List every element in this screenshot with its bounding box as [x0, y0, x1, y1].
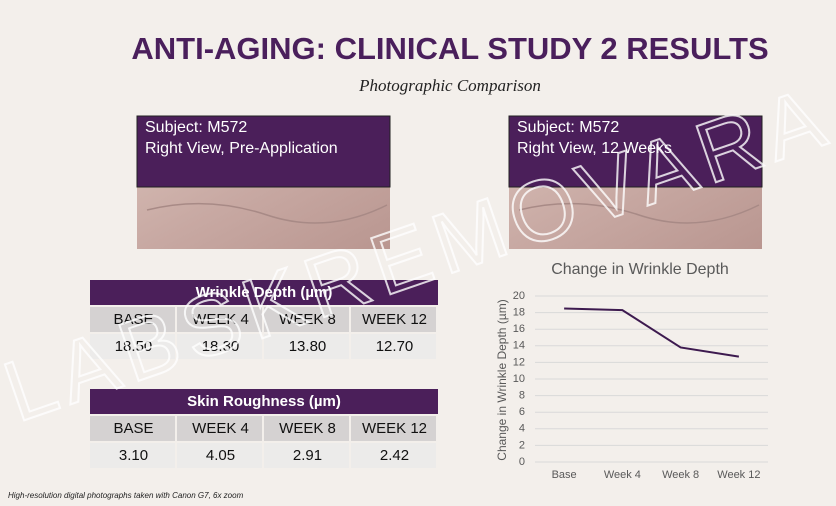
slide-subtitle: Photographic Comparison	[358, 76, 541, 95]
y-tick-label: 2	[519, 439, 525, 451]
y-tick-label: 8	[519, 390, 525, 402]
table-value-cell: 18.50	[115, 338, 153, 355]
photos: Subject: M572 Right View, Pre-Application…	[136, 115, 763, 249]
table-cell	[264, 416, 349, 441]
watermark: LABSKREMOVARA	[0, 68, 836, 441]
caption-band	[508, 115, 763, 188]
table-header-cell: WEEK 12	[362, 311, 427, 328]
y-tick-label: 10	[513, 373, 525, 385]
table-cell	[90, 443, 175, 468]
table-value-cell: 3.10	[119, 447, 148, 464]
data-line	[564, 307, 740, 358]
caption-line: Right View, 12 Weeks	[517, 140, 672, 157]
x-tick-label: Week 8	[662, 469, 699, 481]
y-tick-label: 6	[519, 406, 525, 418]
table-cell	[351, 334, 436, 359]
y-tick-label: 0	[519, 456, 525, 468]
table-cell	[351, 307, 436, 332]
x-tick-label: Week 4	[604, 469, 641, 481]
table-cell	[90, 416, 175, 441]
x-tick-label: Week 12	[717, 469, 760, 481]
table-title: Wrinkle Depth (µm)	[196, 284, 333, 301]
table-cell	[351, 416, 436, 441]
chart-title: Change in Wrinkle Depth	[551, 261, 729, 278]
y-tick-label: 20	[513, 290, 525, 302]
caption-line: Subject: M572	[517, 119, 619, 136]
table-header-cell: WEEK 12	[362, 420, 427, 437]
footnote: High-resolution digital photographs take…	[8, 491, 244, 500]
y-tick-label: 4	[519, 423, 525, 435]
table-cell	[264, 307, 349, 332]
y-tick-label: 18	[513, 307, 525, 319]
table-value-cell: 2.42	[380, 447, 409, 464]
table-cell	[90, 307, 175, 332]
y-axis-label: Change in Wrinkle Depth (µm)	[495, 299, 509, 460]
photo-wrinkle	[146, 202, 388, 224]
x-tick-label: Base	[552, 469, 577, 481]
slide-title: ANTI-AGING: CLINICAL STUDY 2 RESULTS	[131, 31, 768, 66]
y-tick-label: 14	[513, 340, 525, 352]
caption-line: Right View, Pre-Application	[145, 140, 338, 157]
table-title-bar	[90, 280, 438, 305]
table-cell	[177, 334, 262, 359]
y-tick-label: 12	[513, 356, 525, 368]
table-header-cell: WEEK 8	[279, 420, 336, 437]
table-cell	[351, 443, 436, 468]
table-header-cell: WEEK 8	[279, 311, 336, 328]
chart: Change in Wrinkle Depth Change in Wrinkl…	[495, 261, 768, 481]
table-cell	[177, 307, 262, 332]
table-cell	[264, 443, 349, 468]
table-cell	[177, 443, 262, 468]
table-cell	[264, 334, 349, 359]
table-title-bar	[90, 389, 438, 414]
table-header-cell: WEEK 4	[192, 420, 249, 437]
table-value-cell: 12.70	[376, 338, 414, 355]
table-cell	[90, 334, 175, 359]
table-header-cell: BASE	[113, 311, 153, 328]
table-value-cell: 13.80	[289, 338, 327, 355]
tables: Wrinkle Depth (µm) BASE WEEK 4 WEEK 8 WEEK 1…	[90, 280, 438, 468]
caption-line: Subject: M572	[145, 119, 247, 136]
table-header-cell: WEEK 4	[192, 311, 249, 328]
table-header-cell: BASE	[113, 420, 153, 437]
table-value-cell: 2.91	[293, 447, 322, 464]
y-tick-label: 16	[513, 323, 525, 335]
table-value-cell: 4.05	[206, 447, 235, 464]
table-value-cell: 18.30	[202, 338, 240, 355]
table-cell	[177, 416, 262, 441]
caption-band	[136, 115, 391, 188]
photo-wrinkle	[518, 202, 760, 224]
table-title: Skin Roughness (µm)	[187, 393, 341, 410]
